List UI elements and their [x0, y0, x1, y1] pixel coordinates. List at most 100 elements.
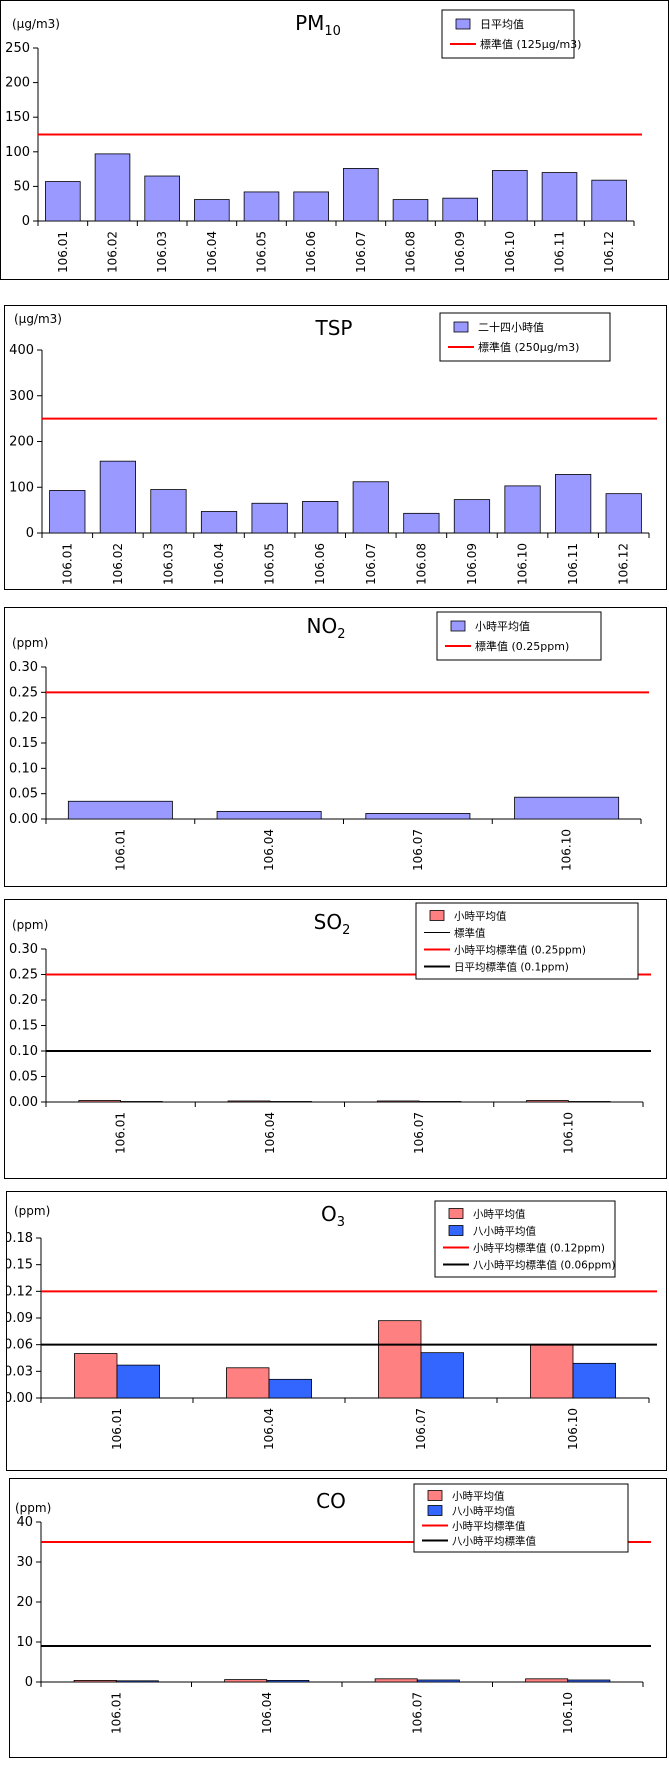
- y-tick-label: 0.18: [6, 1231, 33, 1246]
- bar-1: [99, 460, 136, 534]
- legend-label: 標準值: [454, 927, 486, 940]
- bar-1: [514, 796, 620, 820]
- legend-label: 八小時平均值: [473, 1225, 536, 1238]
- x-tick-label: 106.12: [617, 543, 631, 585]
- legend-label: 小時平均標準值: [452, 1520, 526, 1533]
- y-axis-unit: (ppm): [12, 636, 48, 650]
- bar-2: [567, 1679, 611, 1683]
- bar-1: [453, 499, 491, 534]
- y-tick-label: 0.05: [9, 787, 38, 802]
- chart-title-subscript: 3: [337, 1215, 345, 1230]
- legend-label: 八小時平均標準值 (0.06ppm): [473, 1259, 615, 1272]
- bar-1: [73, 1679, 117, 1683]
- legend-swatch: [448, 1225, 464, 1236]
- x-tick-label: 106.09: [465, 543, 479, 585]
- bar-1: [243, 191, 280, 222]
- x-tick-label: 106.09: [453, 231, 467, 273]
- y-tick-label: 20: [16, 1595, 33, 1610]
- bar-1: [392, 199, 429, 222]
- chart-title-main: TSP: [315, 316, 353, 340]
- legend-box: [415, 902, 639, 980]
- x-tick-label: 106.05: [263, 543, 277, 585]
- bar-1: [224, 1679, 268, 1683]
- legend-label: 小時平均值: [454, 910, 507, 923]
- bar-1: [144, 175, 180, 222]
- x-tick-label: 106.01: [110, 1408, 124, 1450]
- bar-1: [352, 481, 389, 534]
- y-axis-unit: (μg/m3): [12, 17, 60, 31]
- bar-1: [216, 810, 322, 820]
- bar-1: [150, 489, 187, 534]
- x-tick-label: 106.06: [304, 231, 318, 273]
- bar-2: [567, 1101, 611, 1103]
- y-tick-label: 0: [25, 1675, 33, 1690]
- bar-1: [504, 485, 541, 534]
- x-tick-label: 106.07: [364, 543, 378, 585]
- legend-swatch: [450, 620, 466, 632]
- x-tick-label: 106.01: [114, 1112, 128, 1154]
- bar-1: [555, 474, 592, 534]
- y-tick-label: 200: [5, 76, 30, 91]
- legend-label: 日平均值: [480, 18, 524, 31]
- x-tick-label: 106.02: [111, 543, 125, 585]
- x-tick-label: 106.04: [262, 1408, 276, 1450]
- legend-label: 標準值 (125μg/m3): [480, 37, 581, 51]
- y-tick-label: 150: [5, 110, 30, 125]
- x-tick-label: 106.07: [414, 1408, 428, 1450]
- legend-swatch: [427, 1490, 443, 1501]
- y-tick-label: 0.25: [9, 685, 38, 700]
- chart-title: CO: [316, 1489, 346, 1513]
- bar-2: [418, 1101, 462, 1103]
- bar-1: [302, 501, 339, 534]
- bar-1: [227, 1100, 271, 1103]
- pm10-chart: PM10 (μg/m3) 0 50 100 150 200 250 106.01 106.02 10…: [0, 0, 669, 280]
- bar-1: [374, 1678, 418, 1683]
- chart-title-main: SO: [314, 910, 342, 934]
- bar-1: [251, 502, 288, 534]
- bar-2: [269, 1101, 313, 1103]
- x-tick-label: 106.07: [410, 1692, 424, 1734]
- legend-label: 標準值 (250μg/m3): [478, 340, 579, 354]
- y-tick-label: 400: [9, 343, 34, 358]
- y-tick-label: 0.00: [9, 1095, 38, 1110]
- x-tick-label: 106.07: [412, 1112, 426, 1154]
- o3-chart: O3 (ppm) 0.00 0.03 0.06 0.09 0.12 0.15 0.18 106.0…: [6, 1191, 667, 1471]
- y-axis-unit: (ppm): [14, 1204, 50, 1218]
- co-chart: CO (ppm) 0 10 20 30 40 106.01 106.04 106.07 106.10…: [9, 1478, 667, 1758]
- bar-1: [403, 512, 440, 534]
- legend-label: 小時平均標準值 (0.12ppm): [473, 1242, 605, 1255]
- y-tick-label: 0.15: [6, 1258, 33, 1273]
- legend-box: [436, 611, 602, 661]
- bar-1: [293, 191, 329, 222]
- bar-1: [74, 1353, 118, 1399]
- y-tick-label: 0.20: [9, 993, 38, 1008]
- bar-2: [266, 1679, 310, 1683]
- legend-swatch: [448, 1208, 464, 1219]
- chart-title: PM10: [295, 11, 341, 39]
- x-tick-label: 106.02: [106, 231, 120, 273]
- bar-1: [78, 1100, 122, 1103]
- chart-title: TSP: [315, 316, 353, 340]
- y-tick-label: 0.03: [6, 1364, 33, 1379]
- x-tick-label: 106.04: [263, 1112, 277, 1154]
- x-tick-label: 106.11: [553, 231, 567, 273]
- bar-1: [45, 181, 81, 222]
- legend-swatch: [429, 910, 445, 921]
- y-tick-label: 50: [13, 179, 30, 194]
- x-tick-label: 106.11: [566, 543, 580, 585]
- bar-1: [442, 197, 478, 222]
- x-tick-label: 106.01: [56, 231, 70, 273]
- y-tick-label: 250: [5, 41, 30, 56]
- bar-2: [572, 1362, 616, 1399]
- x-tick-label: 106.06: [313, 543, 327, 585]
- y-tick-label: 100: [5, 145, 30, 160]
- legend-swatch: [427, 1505, 443, 1516]
- x-tick-label: 106.10: [561, 1112, 575, 1154]
- bar-2: [416, 1679, 460, 1683]
- y-axis-unit: (ppm): [12, 918, 48, 932]
- x-tick-label: 106.10: [561, 1692, 575, 1734]
- y-tick-label: 0.15: [9, 736, 38, 751]
- x-tick-label: 106.10: [503, 231, 517, 273]
- y-tick-label: 0.00: [9, 812, 38, 827]
- tsp-chart: TSP (μg/m3) 0 100 200 300 400 106.01 106.02 106.0…: [4, 305, 667, 590]
